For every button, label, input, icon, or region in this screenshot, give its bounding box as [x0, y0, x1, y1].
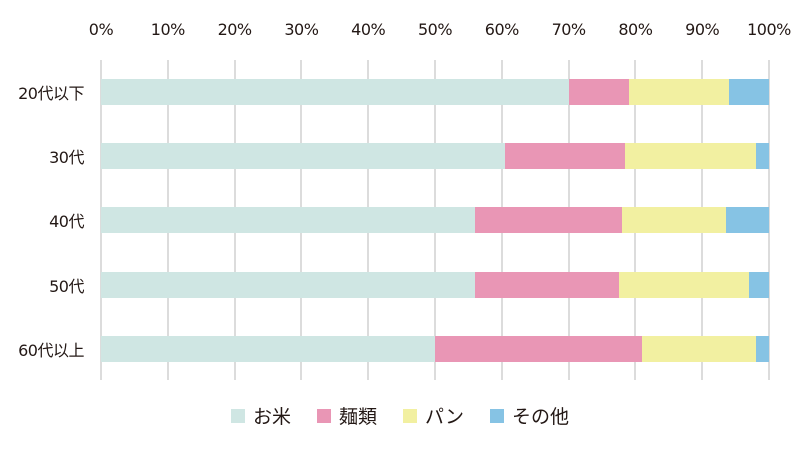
- legend-swatch-icon: [489, 408, 504, 423]
- bar-segment: [101, 143, 506, 170]
- stacked-bar: [101, 79, 769, 105]
- bar-segment: [755, 335, 769, 362]
- bar-segment: [101, 335, 435, 362]
- gridline: [768, 60, 770, 380]
- category-label: 40代: [49, 212, 84, 232]
- x-tick-label: 30%: [284, 20, 319, 39]
- bar-segment: [618, 271, 749, 298]
- category-label: 50代: [49, 276, 84, 296]
- legend-swatch-icon: [403, 408, 418, 423]
- legend-item: お米: [231, 402, 291, 429]
- stacked-bar: [101, 143, 769, 170]
- legend-item: その他: [489, 402, 569, 429]
- bar-segment: [622, 207, 726, 234]
- legend: お米 麺類 パン その他: [0, 402, 800, 429]
- bar-segment: [568, 79, 629, 105]
- legend-label: 麺類: [339, 406, 378, 428]
- x-tick-label: 90%: [685, 20, 720, 39]
- legend-swatch-icon: [317, 408, 332, 423]
- x-tick-label: 0%: [88, 20, 114, 39]
- bar-segment: [755, 143, 769, 170]
- bar-segment: [101, 271, 476, 298]
- legend-swatch-icon: [231, 408, 245, 423]
- bar-segment: [101, 207, 476, 234]
- legend-label: その他: [511, 406, 569, 428]
- x-tick-label: 50%: [417, 20, 453, 39]
- x-tick-label: 40%: [351, 20, 386, 39]
- category-label: 30代: [49, 148, 84, 168]
- x-tick-label: 60%: [484, 20, 520, 39]
- stacked-bar: [101, 335, 769, 362]
- bar-segment: [101, 79, 569, 105]
- bar-segment: [505, 143, 626, 170]
- bar-segment: [435, 335, 643, 362]
- stacked-bar: [101, 271, 769, 298]
- category-label: 60代以上: [18, 340, 84, 360]
- bar-segment: [728, 79, 769, 105]
- bar-segment: [475, 271, 619, 298]
- bar-segment: [628, 79, 729, 105]
- bar-segment: [725, 207, 769, 234]
- x-tick-label: 100%: [747, 20, 791, 39]
- legend-item: パン: [403, 402, 464, 429]
- bar-segment: [642, 335, 756, 362]
- stacked-bar: [101, 207, 769, 234]
- x-tick-label: 20%: [217, 20, 253, 39]
- x-tick-label: 80%: [618, 20, 653, 39]
- bar-segment: [625, 143, 756, 170]
- bar-segment: [748, 271, 769, 298]
- legend-item: 麺類: [317, 402, 377, 429]
- x-tick-label: 70%: [551, 20, 587, 39]
- category-label: 20代以下: [18, 84, 84, 103]
- x-tick-label: 10%: [150, 20, 186, 39]
- legend-label: パン: [425, 406, 464, 428]
- bar-segment: [475, 207, 623, 234]
- legend-label: お米: [253, 406, 292, 428]
